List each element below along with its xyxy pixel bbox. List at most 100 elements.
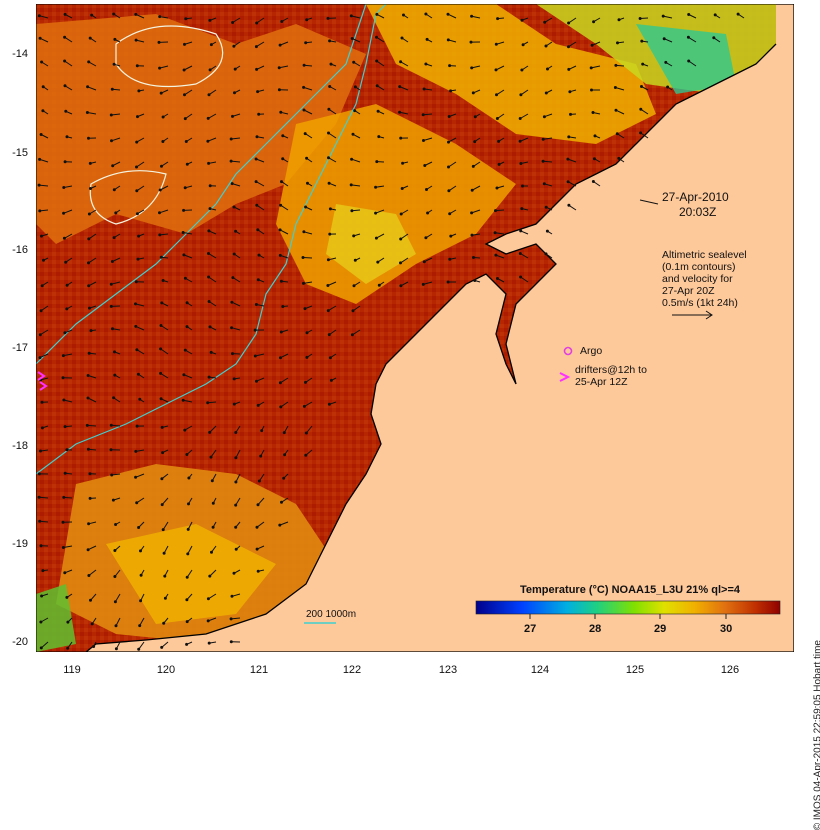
velocity-arrow-head	[140, 600, 142, 602]
velocity-arrow-head	[235, 457, 237, 459]
velocity-arrow-head	[450, 235, 452, 237]
velocity-arrow-head	[38, 496, 40, 498]
velocity-arrow-head	[256, 136, 258, 138]
velocity-arrow-head	[280, 204, 282, 206]
velocity-arrow-head	[41, 235, 43, 237]
velocity-arrow-head	[254, 355, 256, 357]
velocity-arrow-head	[350, 15, 352, 17]
velocity-arrow-head	[328, 132, 330, 134]
velocity-arrow-head	[376, 60, 378, 62]
velocity-arrow-head	[473, 257, 475, 259]
velocity-arrow-head	[88, 285, 90, 287]
velocity-arrow-head	[449, 213, 451, 215]
velocity-arrow-head	[401, 188, 403, 190]
velocity-arrow-head	[188, 477, 190, 479]
velocity-arrow-head	[235, 526, 237, 528]
velocity-arrow-head	[115, 212, 117, 214]
velocity-arrow-head	[257, 504, 259, 506]
velocity-arrow-head	[209, 575, 211, 577]
velocity-arrow-head	[471, 234, 473, 236]
velocity-arrow-head	[210, 456, 212, 458]
velocity-arrow-head	[330, 379, 332, 381]
velocity-arrow-head	[282, 158, 284, 160]
velocity-arrow-head	[135, 281, 137, 283]
velocity-arrow-head	[713, 37, 715, 39]
altimetry-note: Altimetric sealevel (0.1m contours) and …	[662, 249, 747, 309]
velocity-arrow-head	[400, 61, 402, 63]
velocity-arrow-head	[110, 424, 112, 426]
velocity-arrow-head	[41, 595, 43, 597]
velocity-arrow-head	[62, 355, 64, 357]
velocity-arrow-head	[112, 165, 114, 167]
velocity-arrow-head	[448, 166, 450, 168]
velocity-arrow-head	[207, 140, 209, 142]
velocity-arrow-head	[472, 92, 474, 94]
velocity-arrow-head	[64, 426, 66, 428]
velocity-arrow-head	[377, 110, 379, 112]
map-area[interactable]	[36, 4, 794, 652]
velocity-arrow-head	[329, 357, 331, 359]
colorbar-tick: 27	[524, 623, 536, 635]
velocity-arrow-head	[304, 308, 306, 310]
velocity-arrow-head	[304, 133, 306, 135]
velocity-arrow-head	[114, 374, 116, 376]
velocity-arrow-head	[688, 14, 690, 16]
velocity-arrow-head	[254, 329, 256, 331]
velocity-arrow-head	[63, 237, 65, 239]
velocity-arrow-head	[186, 454, 188, 456]
velocity-arrow-head	[403, 14, 405, 16]
drifters-label-line: drifters@12h to	[575, 364, 647, 376]
velocity-arrow-head	[136, 425, 138, 427]
velocity-arrow-head	[545, 206, 547, 208]
lon-label: 126	[710, 664, 750, 676]
velocity-arrow-head	[257, 229, 259, 231]
velocity-arrow-head	[281, 501, 283, 503]
velocity-arrow-head	[544, 21, 546, 23]
velocity-arrow-head	[328, 334, 330, 336]
velocity-arrow-head	[160, 348, 162, 350]
velocity-arrow-head	[232, 353, 234, 355]
velocity-arrow-head	[63, 187, 65, 189]
velocity-arrow-head	[327, 285, 329, 287]
velocity-arrow-head	[376, 85, 378, 87]
velocity-arrow-head	[136, 166, 138, 168]
velocity-arrow-head	[183, 209, 185, 211]
velocity-arrow-head	[568, 204, 570, 206]
velocity-arrow-head	[448, 141, 450, 143]
colorbar	[476, 601, 780, 614]
velocity-arrow-head	[354, 110, 356, 112]
velocity-arrow-head	[63, 212, 65, 214]
altimetry-note-line: 27-Apr 20Z	[662, 285, 747, 297]
velocity-arrow-head	[280, 111, 282, 113]
velocity-arrow-head	[447, 13, 449, 15]
velocity-arrow-head	[618, 157, 620, 159]
velocity-arrow-head	[42, 570, 44, 572]
timestamp-date: 27-Apr-2010	[662, 190, 729, 204]
velocity-arrow-head	[376, 36, 378, 38]
velocity-arrow-head	[231, 183, 233, 185]
velocity-arrow-head	[86, 112, 88, 114]
velocity-arrow-head	[496, 118, 498, 120]
velocity-arrow-head	[280, 280, 282, 282]
velocity-arrow-head	[88, 61, 90, 63]
velocity-arrow-head	[378, 284, 380, 286]
velocity-arrow-head	[328, 403, 330, 405]
velocity-arrow-head	[164, 597, 166, 599]
velocity-arrow-head	[163, 552, 165, 554]
velocity-arrow-head	[207, 620, 209, 622]
velocity-arrow-head	[400, 137, 402, 139]
velocity-arrow-head	[375, 237, 377, 239]
velocity-arrow-head	[257, 404, 259, 406]
velocity-arrow-head	[495, 69, 497, 71]
velocity-arrow-head	[163, 622, 165, 624]
velocity-arrow-head	[88, 213, 90, 215]
velocity-arrow-head	[329, 40, 331, 42]
velocity-arrow-head	[376, 161, 378, 163]
velocity-arrow-head	[162, 529, 164, 531]
velocity-arrow-head	[182, 232, 184, 234]
velocity-arrow-head	[64, 13, 66, 15]
velocity-arrow-head	[688, 60, 690, 62]
velocity-arrow-head	[282, 306, 284, 308]
lat-label: -17	[2, 342, 28, 354]
velocity-arrow-head	[89, 473, 91, 475]
